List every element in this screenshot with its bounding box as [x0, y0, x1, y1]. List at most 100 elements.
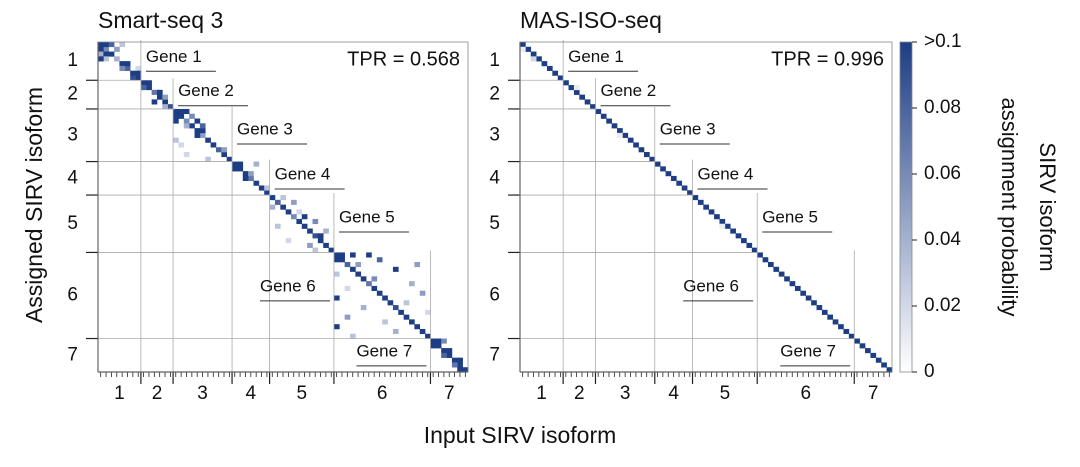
heatmap-cell — [579, 94, 585, 100]
y-tick-label: 4 — [67, 167, 78, 188]
heatmap-cell — [173, 137, 179, 143]
heatmap-cell — [312, 218, 319, 225]
heatmap-cell — [199, 123, 206, 129]
heatmap-cell — [344, 314, 351, 320]
x-tick-label: 1 — [114, 383, 125, 404]
heatmap-cell — [838, 324, 844, 330]
heatmap-cell — [232, 161, 238, 167]
heatmap-cell — [687, 190, 693, 196]
heatmap-cell — [98, 42, 104, 48]
y-tick-label: 3 — [67, 124, 78, 145]
heatmap-cell — [140, 85, 147, 91]
y-tick-label: 5 — [489, 213, 500, 234]
heatmap-cell — [333, 252, 340, 258]
heatmap-cell — [103, 51, 110, 57]
x-tick-label: 7 — [444, 383, 455, 404]
heatmap-cell — [194, 118, 201, 124]
heatmap-cell — [638, 147, 645, 153]
heatmap-cell — [660, 166, 666, 172]
heatmap-cell — [606, 118, 612, 124]
heatmap-cell — [312, 247, 319, 253]
heatmap-cell — [103, 56, 110, 62]
heatmap-cell — [366, 252, 372, 258]
heatmap-cell — [573, 89, 580, 95]
x-tick-label: 5 — [296, 383, 307, 404]
heatmap-cell — [627, 137, 634, 143]
gene-label: Gene 6 — [683, 276, 739, 295]
heatmap-cell — [714, 214, 720, 220]
heatmap-cell — [724, 223, 731, 229]
heatmap-cell — [546, 65, 553, 71]
heatmap-cell — [419, 290, 426, 296]
heatmap-cell — [178, 108, 185, 115]
heatmap-cell — [875, 357, 882, 363]
heatmap-cell — [146, 85, 152, 91]
heatmap-cell — [778, 271, 785, 277]
x-tick-label: 1 — [536, 383, 547, 404]
heatmap-cell — [103, 46, 110, 52]
x-tick-label: 4 — [246, 383, 257, 404]
heatmap-cell — [633, 142, 639, 148]
x-tick-label: 6 — [800, 383, 811, 404]
gene-label: Gene 3 — [660, 119, 716, 138]
heatmap-cell — [441, 338, 447, 344]
heatmap-cell — [525, 46, 532, 52]
gene-label: Gene 5 — [339, 207, 395, 226]
heatmap-cell — [617, 128, 623, 134]
gene-label: Gene 4 — [275, 164, 331, 183]
heatmap-cell — [178, 113, 185, 119]
heatmap-cell — [162, 104, 169, 110]
heatmap-cell — [162, 94, 169, 100]
heatmap-cell — [827, 314, 833, 320]
heatmap-cell — [741, 238, 747, 244]
heatmap-cell — [757, 252, 763, 258]
heatmap-cell — [573, 85, 580, 91]
heatmap-cell — [350, 333, 356, 339]
heatmap-cell — [692, 195, 699, 201]
heatmap-cell — [183, 123, 190, 129]
heatmap-cell — [312, 233, 319, 239]
heatmap-cell — [274, 199, 281, 205]
heatmap-cell — [382, 319, 388, 325]
heatmap-cell — [811, 300, 817, 306]
heatmap-cell — [821, 309, 828, 315]
heatmap-cell — [323, 228, 329, 234]
gene-label: Gene 4 — [698, 164, 754, 183]
heatmap-cell — [881, 362, 887, 368]
heatmap-cell — [242, 171, 249, 177]
heatmap-cell — [425, 333, 431, 339]
plot-frame — [97, 41, 469, 373]
heatmap-cell — [183, 118, 190, 124]
heatmap-cell — [360, 305, 367, 311]
heatmap-cell — [119, 42, 126, 48]
heatmap-cell — [773, 266, 780, 272]
heatmap-cell — [403, 300, 410, 306]
heatmap-cell — [670, 175, 677, 181]
heatmap-cell — [173, 108, 179, 115]
gene-label: Gene 2 — [178, 81, 234, 100]
x-tick-label: 3 — [197, 383, 208, 404]
heatmap-cell — [425, 309, 431, 315]
heatmap-cell — [237, 161, 244, 167]
heatmap-cell — [676, 180, 683, 186]
heatmap-cell — [167, 104, 174, 110]
heatmap-cell — [350, 266, 356, 272]
heatmap-cell — [135, 70, 142, 76]
heatmap-cell — [382, 295, 388, 301]
heatmap-cell — [307, 242, 313, 248]
heatmap-cell — [376, 290, 383, 296]
heatmap-cell — [232, 166, 238, 172]
heatmap-cell — [414, 262, 421, 268]
panel-title: Smart-seq 3 — [98, 7, 223, 33]
heatmap-cell — [730, 228, 736, 234]
heatmap-cell — [296, 218, 303, 225]
heatmap-cell — [258, 185, 265, 191]
heatmap-cell — [124, 61, 131, 67]
heatmap-cell — [189, 123, 195, 129]
gene-label: Gene 2 — [600, 81, 656, 100]
gene-label: Gene 1 — [146, 47, 202, 66]
heatmap-cell — [719, 223, 726, 229]
heatmap-cell — [178, 142, 185, 148]
heatmap-cell — [199, 128, 206, 134]
heatmap-cell — [462, 367, 469, 373]
